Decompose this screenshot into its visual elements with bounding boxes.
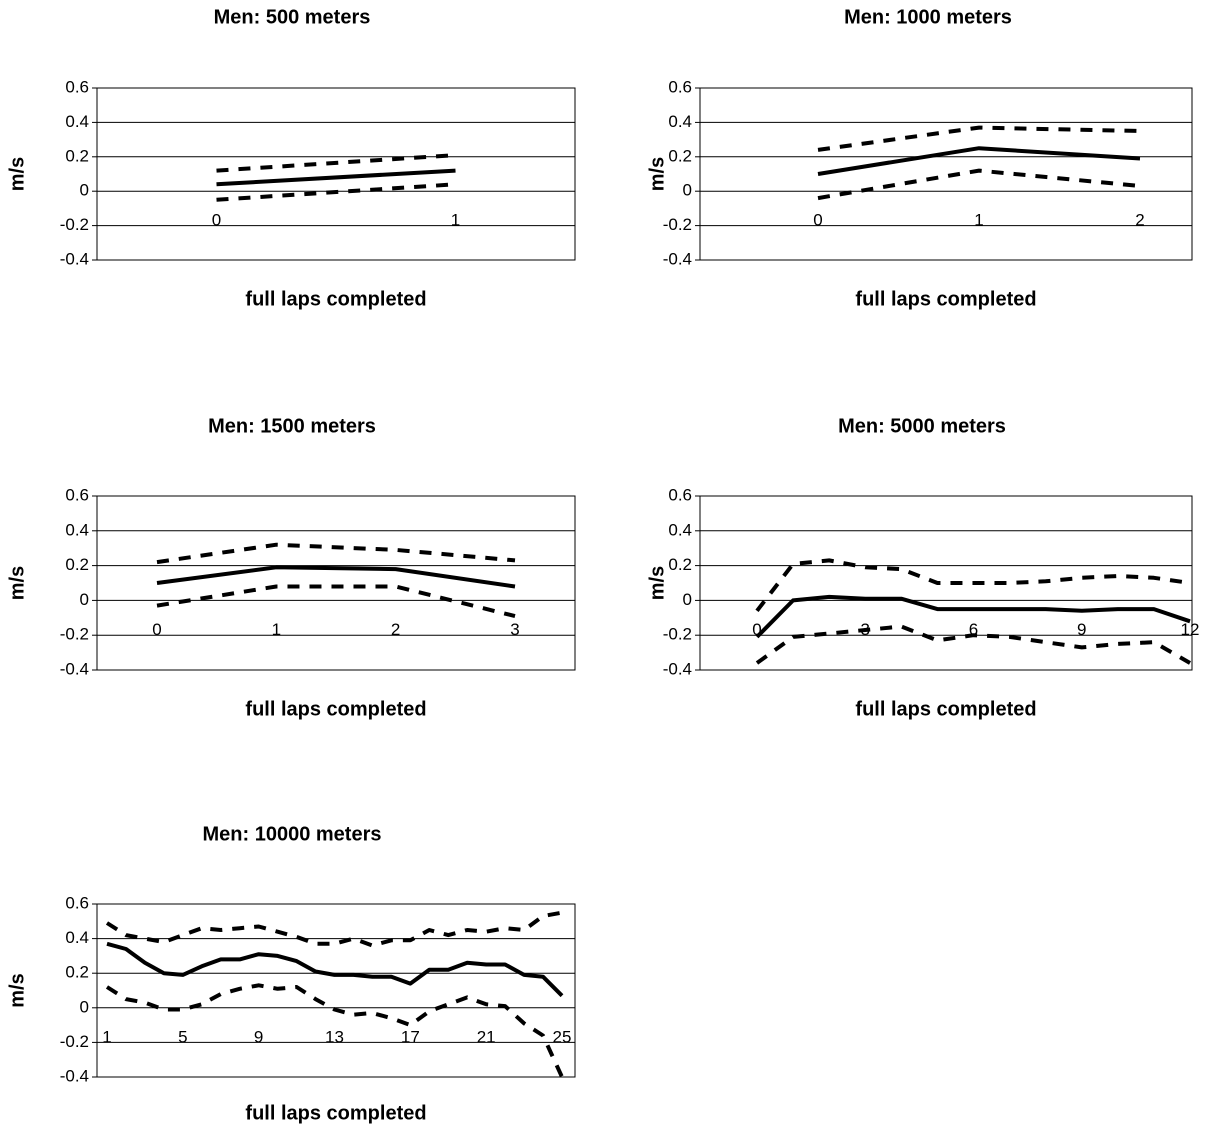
y-axis-label: m/s xyxy=(646,566,668,600)
series-line xyxy=(216,153,456,173)
x-axis-label: full laps completed xyxy=(245,288,426,310)
series-line xyxy=(755,558,1191,613)
chart: Men: 500 meters full laps completed m/s 0.6… xyxy=(6,6,576,310)
y-tick-label: 0.2 xyxy=(65,146,89,165)
chart-title: Men: 10000 meters xyxy=(203,823,382,845)
series-line xyxy=(216,182,456,202)
series-line xyxy=(105,910,563,948)
chart-title: Men: 5000 meters xyxy=(838,415,1006,437)
y-tick-label: 0.6 xyxy=(668,77,692,96)
y-tick-label: -0.2 xyxy=(60,625,89,644)
series-line xyxy=(817,146,1141,176)
plot-frame xyxy=(96,495,576,671)
x-axis-label: full laps completed xyxy=(855,698,1036,720)
x-axis-label: full laps completed xyxy=(245,1102,426,1124)
plot-frame xyxy=(699,87,1193,261)
y-tick-label: 0.4 xyxy=(65,928,89,947)
plot-frame xyxy=(96,903,576,1078)
x-tick-label: 12 xyxy=(1181,620,1200,639)
x-tick-label: 0 xyxy=(752,620,761,639)
y-tick-label: 0.4 xyxy=(668,112,692,131)
chart-title: Men: 1500 meters xyxy=(208,415,376,437)
y-tick-label: 0 xyxy=(80,997,89,1016)
y-tick-label: 0.2 xyxy=(668,555,692,574)
y-tick-label: 0.4 xyxy=(65,520,89,539)
chart: Men: 1500 meters full laps completed m/s 0.… xyxy=(6,415,576,720)
y-tick-label: 0.2 xyxy=(65,555,89,574)
x-tick-label: 6 xyxy=(969,620,978,639)
y-tick-label: -0.2 xyxy=(663,215,692,234)
y-axis-label: m/s xyxy=(646,157,668,191)
y-axis-label: m/s xyxy=(6,157,28,191)
x-tick-label: 9 xyxy=(254,1027,263,1046)
x-tick-label: 1 xyxy=(272,620,281,639)
x-tick-label: 0 xyxy=(152,620,161,639)
x-tick-label: 17 xyxy=(401,1027,420,1046)
y-tick-label: -0.2 xyxy=(60,215,89,234)
series-line xyxy=(156,584,516,619)
series-line xyxy=(106,941,564,998)
series-line xyxy=(156,542,516,565)
x-tick-label: 2 xyxy=(1135,211,1144,230)
y-tick-label: 0.6 xyxy=(65,77,89,96)
y-tick-label: 0 xyxy=(683,181,692,200)
y-tick-label: 0.4 xyxy=(668,520,692,539)
chart-title: Men: 1000 meters xyxy=(844,6,1012,28)
y-tick-label: -0.2 xyxy=(60,1032,89,1051)
y-tick-label: -0.4 xyxy=(60,1066,89,1085)
y-tick-label: -0.4 xyxy=(663,249,692,268)
series-line xyxy=(156,565,516,589)
x-axis-label: full laps completed xyxy=(245,698,426,720)
x-tick-label: 25 xyxy=(553,1027,572,1046)
x-tick-label: 0 xyxy=(212,211,221,230)
series-line xyxy=(216,168,456,187)
x-tick-label: 5 xyxy=(178,1027,187,1046)
y-tick-label: 0.6 xyxy=(65,485,89,504)
y-tick-label: 0.2 xyxy=(668,146,692,165)
x-tick-label: 21 xyxy=(477,1027,496,1046)
chart-title: Men: 500 meters xyxy=(214,6,371,28)
y-axis-label: m/s xyxy=(6,973,28,1007)
series-line xyxy=(755,624,1191,665)
x-tick-label: 0 xyxy=(813,211,822,230)
x-tick-label: 9 xyxy=(1077,620,1086,639)
x-tick-label: 2 xyxy=(391,620,400,639)
x-tick-label: 3 xyxy=(510,620,519,639)
y-tick-label: -0.4 xyxy=(663,659,692,678)
y-tick-label: 0 xyxy=(683,590,692,609)
y-tick-label: -0.4 xyxy=(60,249,89,268)
plot-frame xyxy=(96,87,576,261)
y-tick-label: -0.2 xyxy=(663,625,692,644)
y-tick-label: 0.6 xyxy=(65,893,89,912)
y-tick-label: 0 xyxy=(80,590,89,609)
plot-frame xyxy=(699,495,1193,671)
series-line xyxy=(105,983,564,1078)
x-axis-label: full laps completed xyxy=(855,288,1036,310)
x-tick-label: 1 xyxy=(974,211,983,230)
y-tick-label: 0.6 xyxy=(668,485,692,504)
chart: Men: 10000 meters full laps completed m/s 0… xyxy=(6,823,576,1124)
x-tick-label: 1 xyxy=(451,211,460,230)
y-tick-label: -0.4 xyxy=(60,659,89,678)
y-tick-label: 0 xyxy=(80,181,89,200)
series-line xyxy=(817,125,1141,152)
y-axis-label: m/s xyxy=(6,566,28,600)
series-line xyxy=(755,594,1191,639)
y-tick-label: 0.4 xyxy=(65,112,89,131)
series-line xyxy=(817,168,1141,201)
y-tick-label: 0.2 xyxy=(65,963,89,982)
x-tick-label: 1 xyxy=(102,1027,111,1046)
x-tick-label: 13 xyxy=(325,1027,344,1046)
